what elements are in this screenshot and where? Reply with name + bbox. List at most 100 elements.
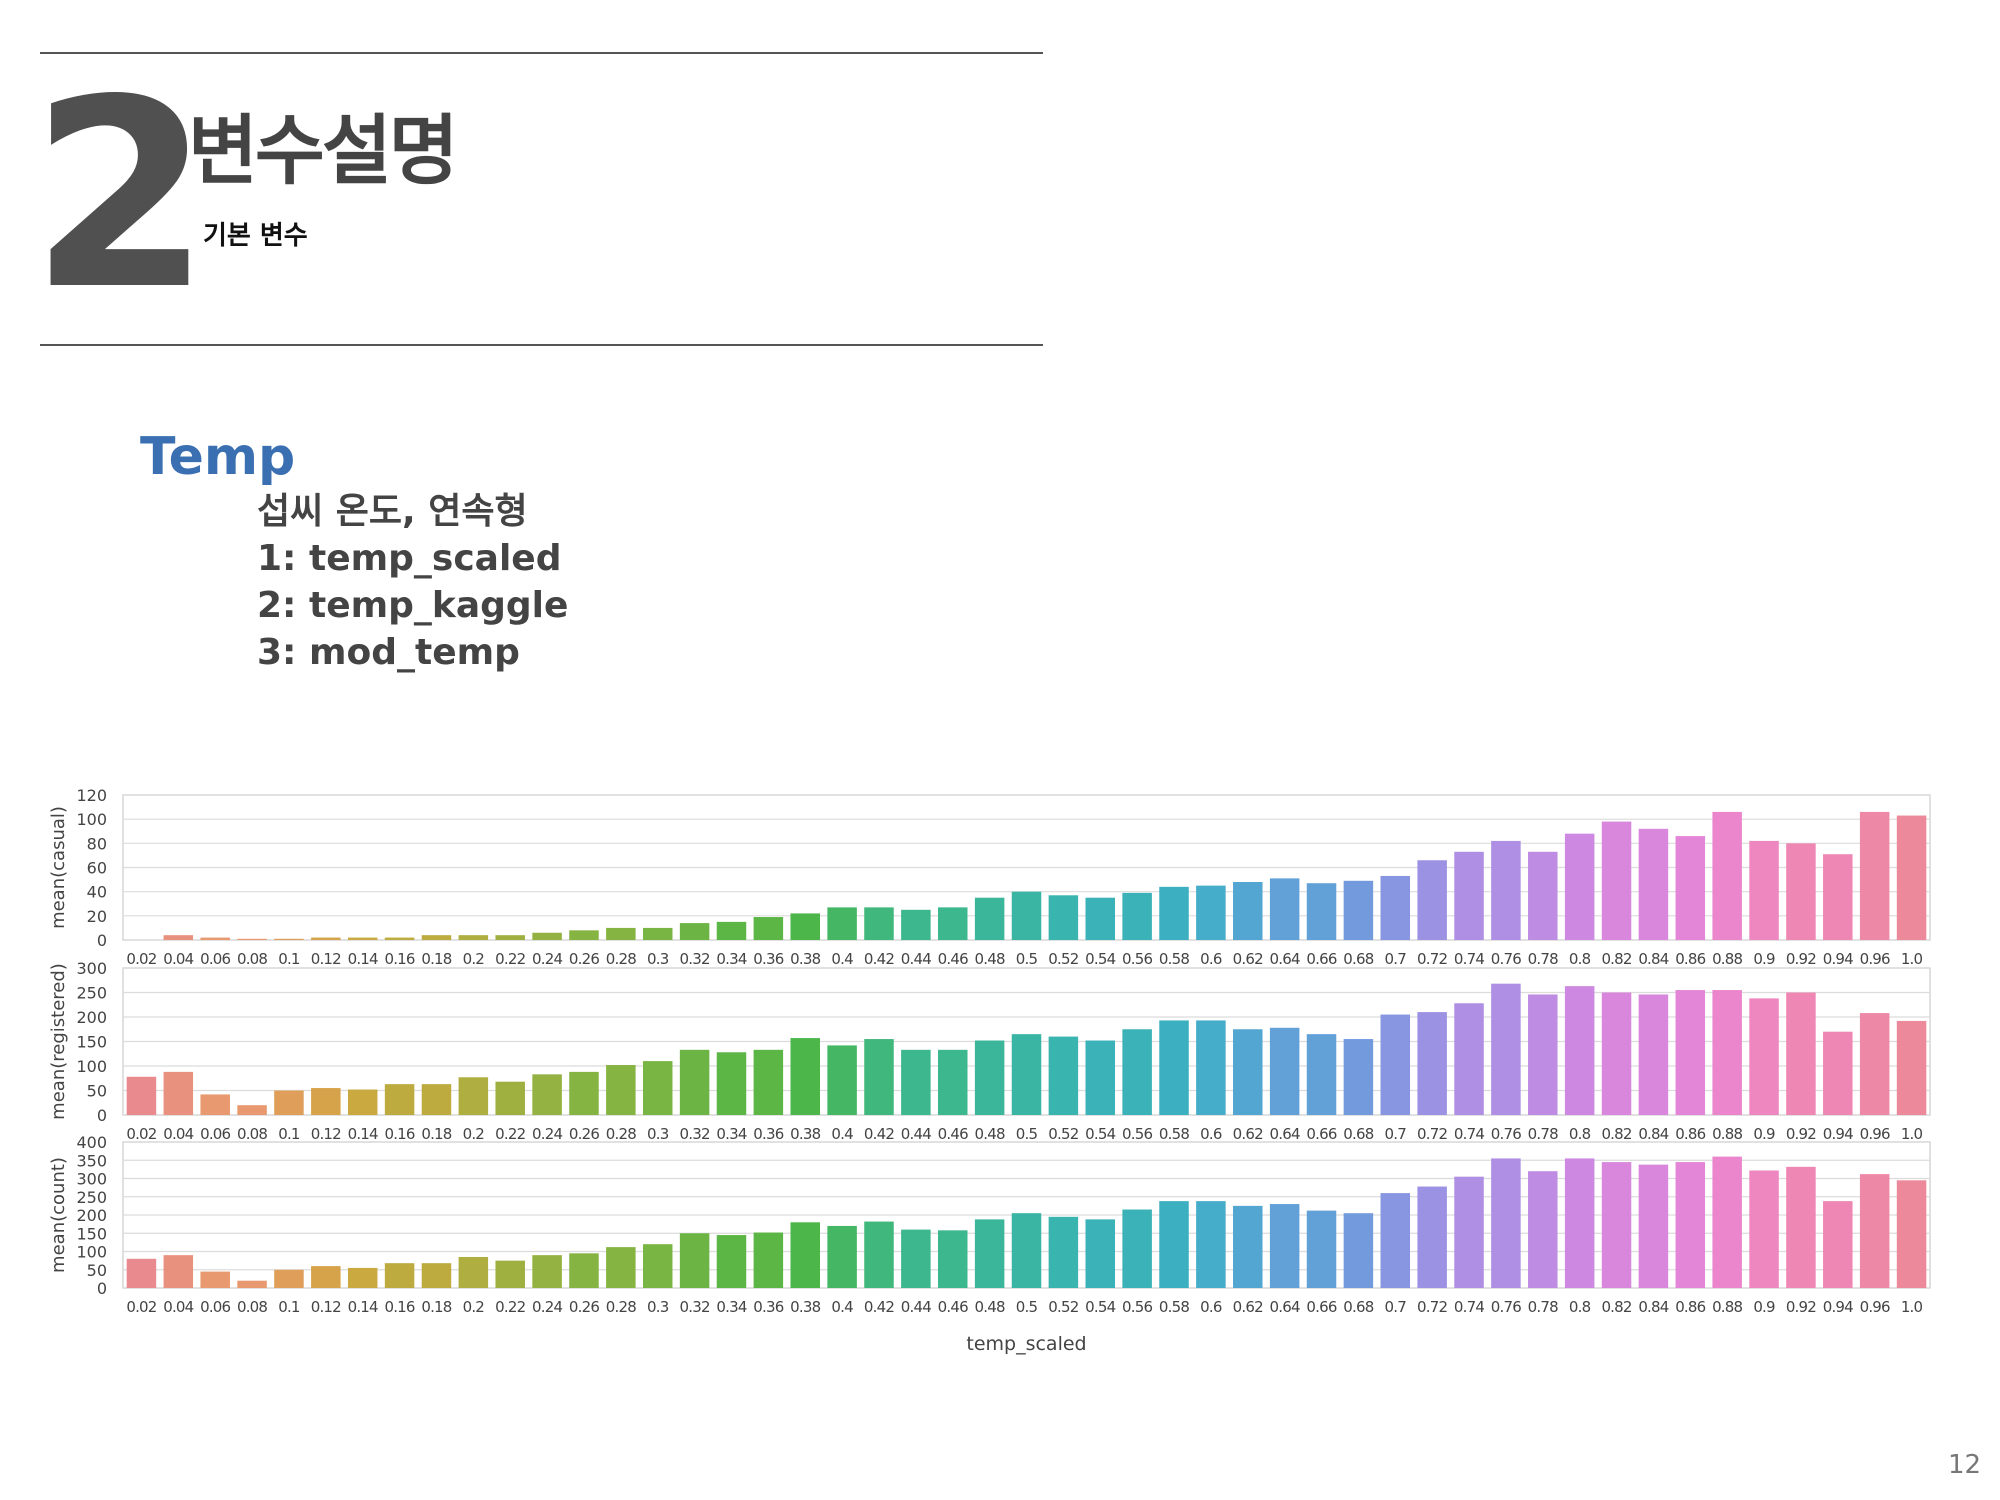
x-tick-label: 1.0 [1901,1298,1923,1316]
x-tick-label: 0.56 [1122,1298,1152,1316]
x-tick-label: 0.16 [384,1298,414,1316]
x-tick-label: 0.68 [1343,950,1373,968]
bar [901,1049,931,1115]
y-tick-label: 150 [76,1033,107,1052]
bar [679,923,710,940]
bar [1454,851,1484,940]
bar [532,1255,562,1288]
x-tick-label: 0.26 [569,1298,599,1316]
x-tick-label: 0.14 [348,1298,378,1316]
x-tick-label: 0.76 [1491,1298,1521,1316]
bar [458,1256,489,1288]
y-tick-label: 150 [76,1224,107,1243]
x-tick-label: 0.86 [1675,950,1705,968]
x-tick-label: 0.18 [421,1298,451,1316]
bar [1564,986,1595,1115]
x-tick-label: 0.88 [1712,1125,1742,1143]
bar [1306,883,1337,940]
x-tick-label: 0.78 [1528,1125,1558,1143]
x-tick-label: 0.2 [463,1298,485,1316]
bar [1048,895,1079,940]
bar [1196,1020,1226,1115]
x-tick-label: 0.2 [463,950,485,968]
bar [1417,860,1447,940]
bar [347,937,378,940]
x-tick-label: 0.44 [901,950,931,968]
bar [1786,1166,1816,1288]
x-tick-label: 0.18 [421,1125,451,1143]
x-tick-label: 0.12 [311,1298,341,1316]
bar [937,1049,968,1115]
bar [495,1081,525,1115]
x-tick-label: 0.72 [1417,1125,1447,1143]
x-tick-label: 0.78 [1528,950,1558,968]
bar [606,927,636,940]
bar [569,930,599,940]
bar [1196,885,1226,940]
bar [495,1260,525,1288]
bar [937,907,968,940]
x-tick-label: 0.26 [569,950,599,968]
x-tick-label: 0.26 [569,1125,599,1143]
x-tick-label: 0.96 [1860,1125,1890,1143]
x-tick-label: 0.74 [1454,950,1484,968]
x-tick-label: 0.08 [237,1298,267,1316]
bar [237,938,267,940]
bar [1343,1213,1374,1288]
x-tick-label: 0.08 [237,1125,267,1143]
bar [1048,1036,1079,1115]
bar [1675,1162,1706,1288]
x-tick-label: 0.7 [1385,1125,1407,1143]
x-tick-label: 0.66 [1306,1125,1336,1143]
x-tick-label: 0.44 [901,1298,931,1316]
x-tick-label: 0.16 [384,1125,414,1143]
bar [1343,880,1374,940]
bar [1638,1164,1669,1288]
x-tick-label: 0.86 [1675,1125,1705,1143]
y-tick-label: 400 [76,1133,107,1152]
x-tick-label: 0.34 [716,950,746,968]
x-axis-label: temp_scaled [966,1333,1086,1355]
y-tick-label: 300 [76,959,107,978]
bar [1564,1158,1595,1288]
bar [753,1232,784,1288]
bar [1859,1174,1890,1288]
x-tick-label: 0.42 [864,1125,894,1143]
bar [606,1247,636,1288]
x-tick-label: 0.32 [680,950,710,968]
y-tick-label: 80 [87,834,107,853]
x-tick-label: 0.5 [1016,950,1038,968]
x-tick-label: 0.3 [647,1298,669,1316]
bar [1712,1156,1742,1288]
bar [421,1263,452,1288]
x-tick-label: 0.18 [421,950,451,968]
y-tick-label: 100 [76,810,107,829]
x-tick-label: 0.06 [200,950,230,968]
x-tick-label: 0.22 [495,1298,525,1316]
x-tick-label: 0.96 [1860,950,1890,968]
bar [1896,1020,1927,1115]
bar [1859,1013,1890,1115]
bar [532,1074,562,1115]
bar [679,1049,710,1115]
bar [1380,875,1411,940]
bar [1085,897,1116,940]
y-tick-label: 40 [87,883,107,902]
bar [126,1258,157,1288]
x-tick-label: 0.36 [753,950,783,968]
bar [458,1077,489,1115]
bottom-divider [40,344,1043,346]
bar [1343,1039,1374,1115]
x-tick-label: 0.8 [1569,1298,1591,1316]
x-tick-label: 0.06 [200,1298,230,1316]
x-tick-label: 0.84 [1638,1125,1668,1143]
y-tick-label: 100 [76,1243,107,1262]
bar [1749,998,1779,1115]
x-tick-label: 0.28 [606,1298,636,1316]
x-tick-label: 0.82 [1601,950,1631,968]
y-tick-label: 20 [87,907,107,926]
x-tick-label: 0.48 [975,1298,1005,1316]
bar [1306,1210,1337,1288]
x-tick-label: 0.94 [1823,1125,1853,1143]
x-tick-label: 0.9 [1753,1298,1775,1316]
